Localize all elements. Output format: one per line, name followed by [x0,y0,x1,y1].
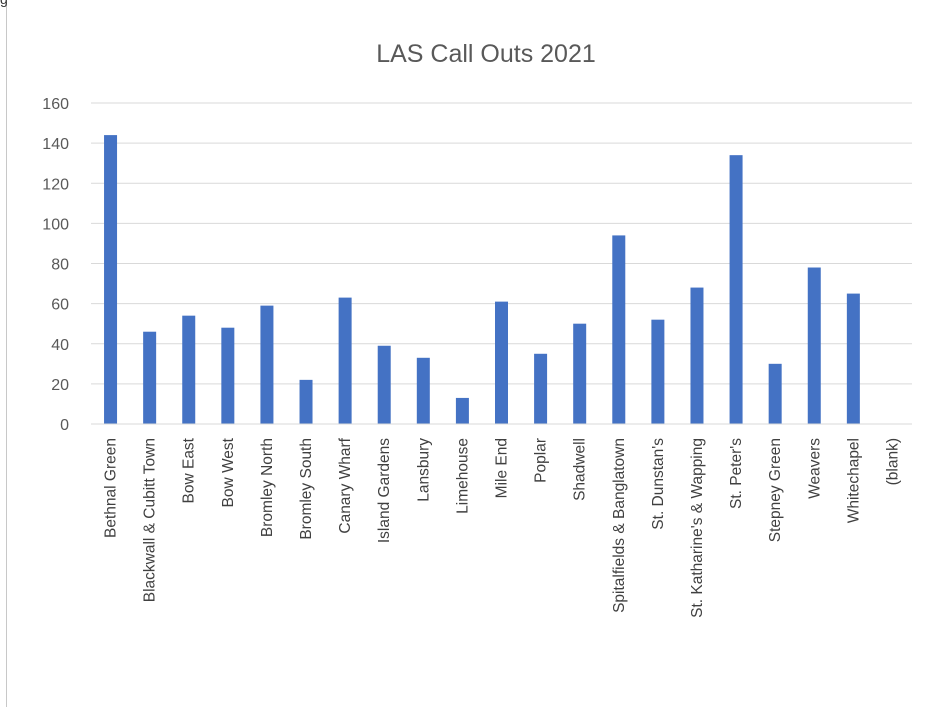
bars [104,135,860,424]
corner-text: g [0,0,8,7]
x-category-label: St. Katharine's & Wapping [689,438,706,618]
bar [221,327,235,424]
x-category-label: Weavers [806,438,823,499]
bar [416,357,430,424]
y-axis-ticks: 0 20 40 60 80 100 120 140 160 [42,96,69,434]
y-tick-label: 160 [42,96,69,113]
bar [534,353,548,424]
x-category-label: Whitechapel [845,438,862,523]
bar [729,155,743,424]
y-tick-label: 40 [51,337,69,354]
bar [690,287,704,424]
x-category-label: Island Gardens [376,438,393,543]
bar [104,135,118,424]
x-category-label: Blackwall & Cubitt Town [142,438,159,602]
x-category-label: Stepney Green [767,438,784,542]
y-tick-label: 0 [60,417,69,434]
bar [299,379,313,424]
bar [768,363,782,424]
x-category-label: Spitalfields & Banglatown [611,438,628,613]
y-tick-label: 120 [42,176,69,193]
x-category-label: Bow West [220,437,237,507]
y-tick-label: 60 [51,297,69,314]
chart-title: LAS Call Outs 2021 [376,40,596,68]
x-category-label: St. Dunstan's [650,438,667,530]
x-category-label: Lansbury [415,438,432,502]
x-category-label: Bethnal Green [103,438,120,538]
bar [807,267,821,424]
x-category-label: Bromley South [298,438,315,540]
x-category-label: Shadwell [572,438,589,501]
x-category-label: Canary Wharf [337,437,354,533]
y-tick-label: 20 [51,377,69,394]
bar [143,331,157,424]
x-category-label: Bow East [181,437,198,503]
bar [455,397,469,424]
x-axis-categories: Bethnal Green Blackwall & Cubitt Town Bow … [103,437,902,618]
y-tick-label: 100 [42,216,69,233]
x-category-label: Bromley North [259,438,276,537]
bar [651,319,665,424]
bar [338,297,352,424]
y-tick-label: 140 [42,136,69,153]
y-tick-label: 80 [51,257,69,274]
bar [260,305,274,424]
bar [182,315,196,424]
cell-border [6,0,7,707]
x-category-label: Limehouse [454,438,471,514]
bar [846,293,860,424]
x-category-label: Mile End [494,438,511,498]
x-category-label: St. Peter's [728,438,745,509]
bar [377,345,391,424]
bar [612,235,626,424]
x-category-label: Poplar [533,438,550,483]
bar [573,323,587,424]
x-category-label: (blank) [884,438,901,485]
bar [495,301,508,424]
